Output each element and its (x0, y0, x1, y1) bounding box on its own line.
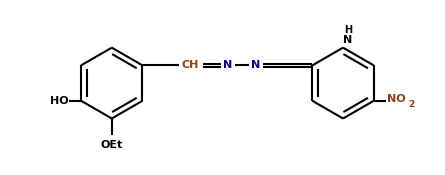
Text: NO: NO (387, 94, 405, 104)
Text: 2: 2 (408, 100, 414, 109)
Text: N: N (223, 60, 233, 70)
Text: N: N (251, 60, 260, 70)
Text: HO: HO (50, 96, 69, 106)
Text: H: H (344, 25, 352, 35)
Text: CH: CH (182, 60, 199, 70)
Text: N: N (344, 35, 352, 45)
Text: OEt: OEt (101, 140, 123, 150)
